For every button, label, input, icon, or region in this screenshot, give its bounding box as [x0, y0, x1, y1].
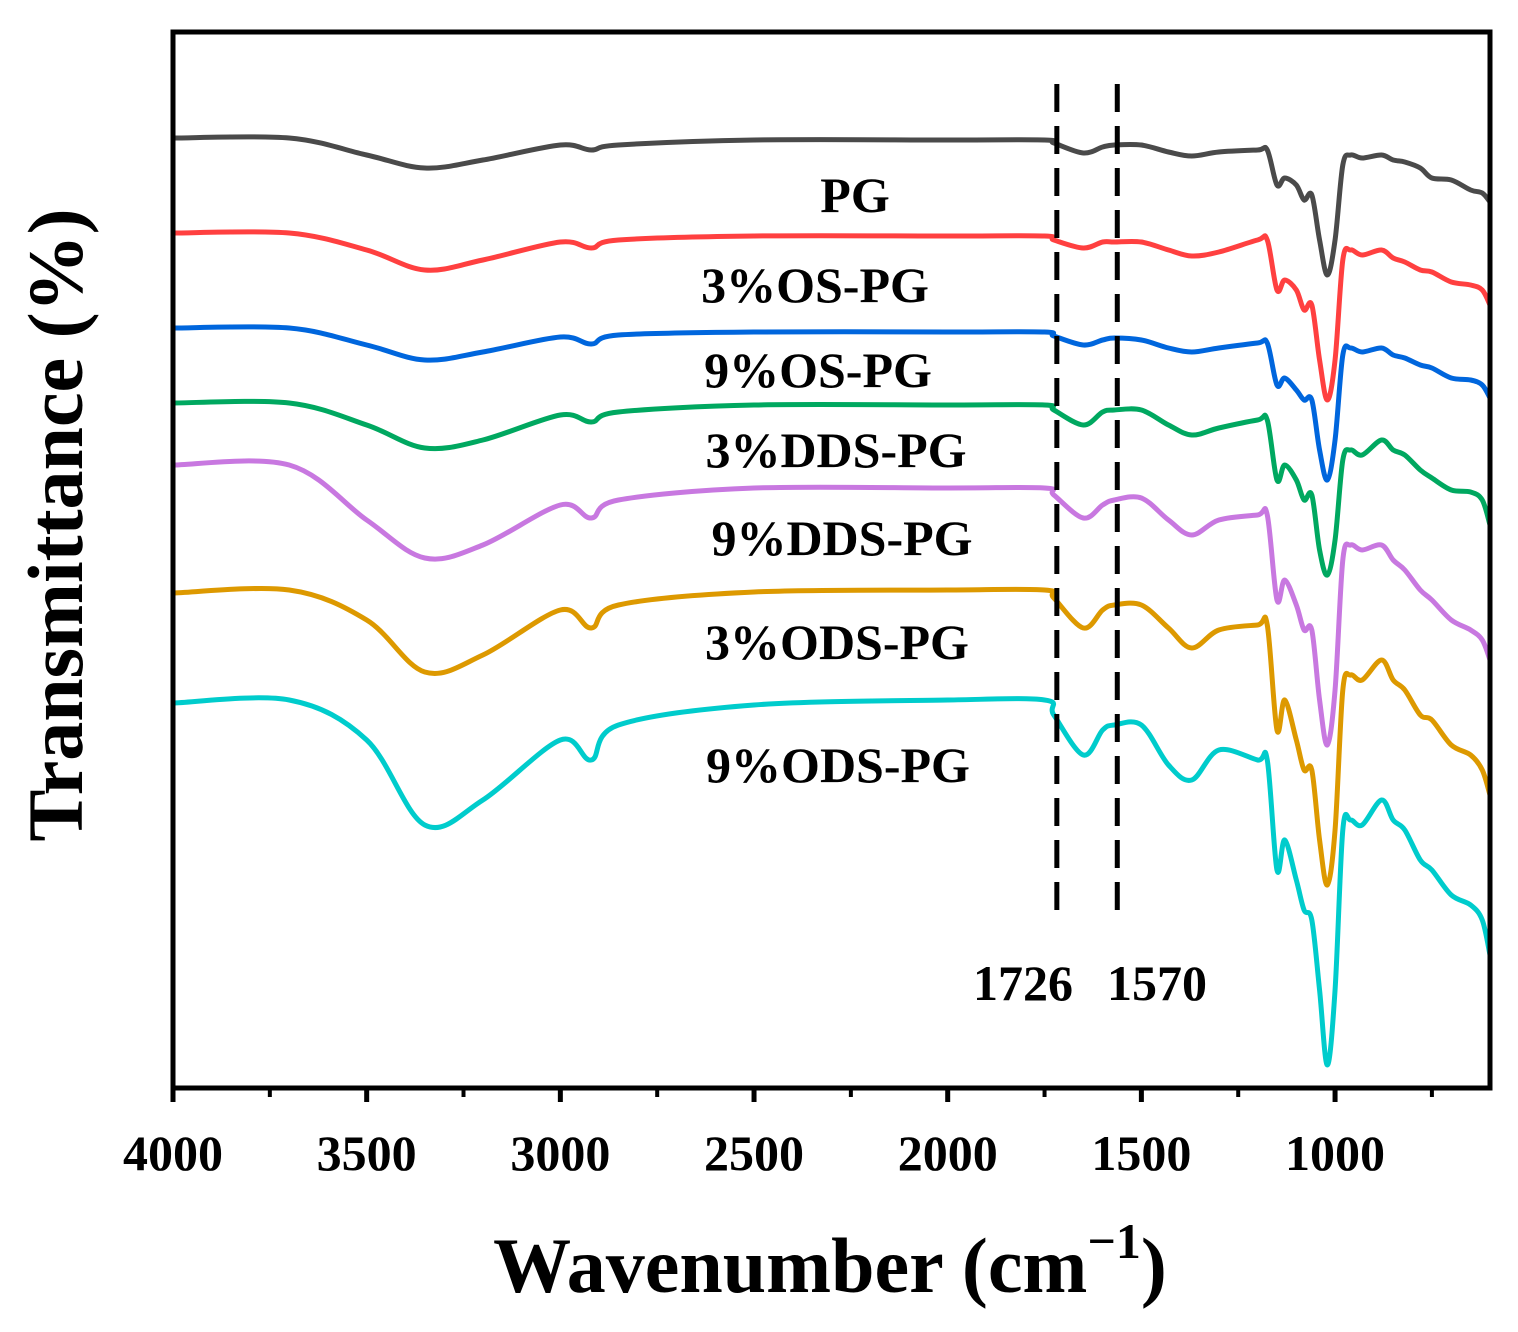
series-line-3pct-os-pg [170, 229, 1493, 403]
x-tick-label: 3500 [317, 1125, 417, 1181]
x-axis-label: Wavenumber (cm−1) [493, 1213, 1167, 1309]
x-axis-ticks: 4000 3500 3000 2500 2000 1500 1000 [123, 1088, 1434, 1181]
x-tick-label: 3000 [510, 1125, 610, 1181]
series-label: 9%DDS-PG [711, 510, 972, 566]
series-label: PG [820, 167, 889, 223]
plot-frame [170, 29, 1493, 1091]
x-tick-label: 4000 [123, 1125, 223, 1181]
x-tick-label: 2500 [704, 1125, 804, 1181]
series-line-3pct-dds-pg [170, 398, 1493, 578]
reference-label: 1726 [973, 955, 1073, 1011]
series-line-9pct-dds-pg [170, 458, 1493, 748]
series-lines [170, 134, 1493, 1068]
series-label: 9%OS-PG [704, 342, 932, 398]
x-tick-label: 2000 [898, 1125, 998, 1181]
series-label: 3%ODS-PG [705, 614, 969, 670]
x-tick-label: 1500 [1091, 1125, 1191, 1181]
reference-lines: 1726 1570 [973, 84, 1207, 1011]
y-axis-label: Transmittance (%) [12, 208, 99, 841]
series-label: 3%OS-PG [701, 257, 929, 313]
series-line-9pct-os-pg [170, 324, 1493, 483]
series-line-3pct-ods-pg [170, 586, 1493, 888]
series-label: 3%DDS-PG [705, 422, 966, 478]
series-line-pg [170, 134, 1493, 278]
reference-label: 1570 [1107, 955, 1207, 1011]
x-tick-label: 1000 [1285, 1125, 1385, 1181]
series-line-9pct-ods-pg [170, 695, 1493, 1068]
series-label: 9%ODS-PG [706, 737, 970, 793]
series-labels: PG 3%OS-PG 9%OS-PG 3%DDS-PG 9%DDS-PG 3%ODS-PG… [701, 167, 972, 793]
